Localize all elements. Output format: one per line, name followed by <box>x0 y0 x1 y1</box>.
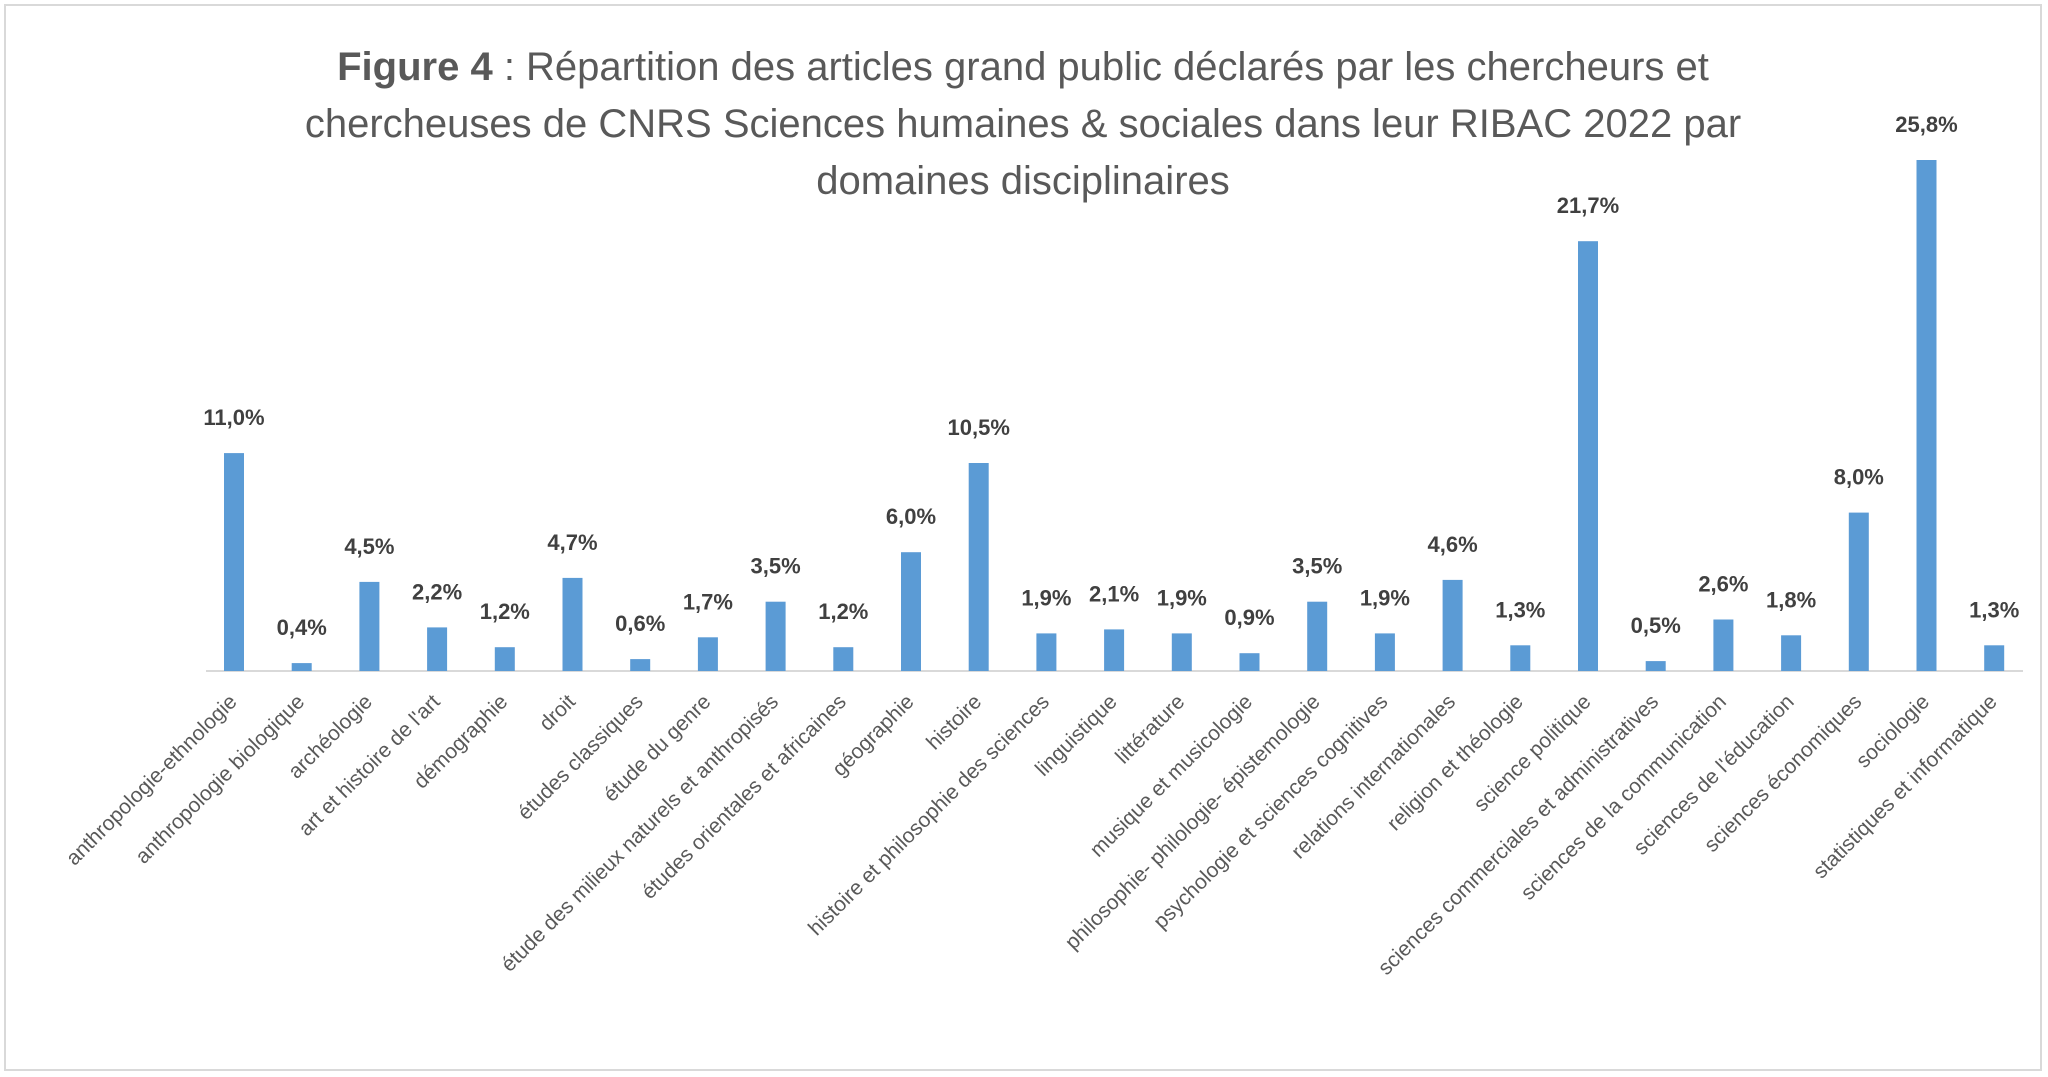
value-label-3: 2,2% <box>412 579 462 604</box>
bar-24 <box>1848 512 1869 671</box>
value-label-9: 1,2% <box>818 599 868 624</box>
bar-0 <box>224 453 244 671</box>
bar-26 <box>1984 645 2005 671</box>
value-label-4: 1,2% <box>480 599 530 624</box>
bar-15 <box>1239 653 1260 671</box>
value-label-14: 1,9% <box>1157 585 1207 610</box>
bar-11 <box>968 463 989 671</box>
value-label-0: 11,0% <box>203 405 264 430</box>
bar-19 <box>1510 645 1531 671</box>
value-label-7: 1,7% <box>683 589 733 614</box>
value-label-23: 1,8% <box>1766 587 1816 612</box>
bar-18 <box>1442 579 1463 671</box>
value-label-24: 8,0% <box>1834 465 1884 490</box>
category-label-20: science politique <box>1469 690 1595 816</box>
chart-title-line-1: Figure 4 : Répartition des articles gran… <box>337 45 1709 89</box>
value-label-10: 6,0% <box>886 504 936 529</box>
value-label-6: 0,6% <box>615 611 665 636</box>
bar-7 <box>697 637 718 671</box>
bar-17 <box>1374 633 1395 671</box>
value-label-11: 10,5% <box>948 415 1010 440</box>
value-label-19: 1,3% <box>1495 597 1545 622</box>
bar-22 <box>1713 619 1734 671</box>
value-label-26: 1,3% <box>1969 597 2019 622</box>
bar-4 <box>494 647 515 671</box>
value-label-12: 1,9% <box>1021 585 1071 610</box>
category-label-8: étude des milieux naturels et anthropisé… <box>497 690 783 976</box>
value-label-15: 0,9% <box>1224 605 1274 630</box>
bar-14 <box>1171 633 1192 671</box>
chart-frame <box>4 4 2042 1071</box>
value-label-25: 25,8% <box>1895 112 1957 137</box>
value-label-1: 0,4% <box>277 615 327 640</box>
bar-5 <box>562 577 583 671</box>
bar-12 <box>1036 633 1057 671</box>
bar-23 <box>1781 635 1802 671</box>
value-label-16: 3,5% <box>1292 554 1342 579</box>
value-label-17: 1,9% <box>1360 585 1410 610</box>
chart-title-figure-number: Figure 4 <box>337 45 493 89</box>
value-label-22: 2,6% <box>1698 572 1748 597</box>
bar-3 <box>427 627 448 671</box>
bar-6 <box>630 659 651 671</box>
chart-title-line-2: chercheuses de CNRS Sciences humaines & … <box>305 102 1741 146</box>
value-label-8: 3,5% <box>751 554 801 579</box>
value-label-20: 21,7% <box>1557 193 1619 218</box>
category-label-12: histoire et philosophie des sciences <box>804 690 1054 940</box>
value-label-5: 4,7% <box>547 530 597 555</box>
category-label-6: études classiques <box>513 690 647 824</box>
bars-group <box>224 160 2005 671</box>
value-label-2: 4,5% <box>344 534 394 559</box>
category-label-11: histoire <box>922 690 986 754</box>
bar-20 <box>1578 241 1598 671</box>
bar-25 <box>1916 160 1937 671</box>
bar-1 <box>291 663 312 671</box>
chart-title-line-3: domaines disciplinaires <box>816 159 1230 203</box>
bar-9 <box>833 647 854 671</box>
bar-16 <box>1307 601 1328 671</box>
chart-title-text-1: : Répartition des articles grand public … <box>493 45 1709 89</box>
value-labels-group: 11,0% 0,4% 4,5% 2,2% 1,2% 4,7% 0,6% 1,7% 3,5% 1,2… <box>203 112 2019 640</box>
bar-13 <box>1104 629 1125 671</box>
value-label-13: 2,1% <box>1089 581 1139 606</box>
value-label-21: 0,5% <box>1631 613 1681 638</box>
category-label-16: philosophie- philologie- épistemologie <box>1061 690 1325 954</box>
bar-2 <box>359 581 380 671</box>
value-label-18: 4,6% <box>1428 532 1478 557</box>
bar-10 <box>901 552 921 671</box>
bar-8 <box>765 601 786 671</box>
bar-21 <box>1645 661 1666 671</box>
category-label-5: droit <box>535 690 580 735</box>
